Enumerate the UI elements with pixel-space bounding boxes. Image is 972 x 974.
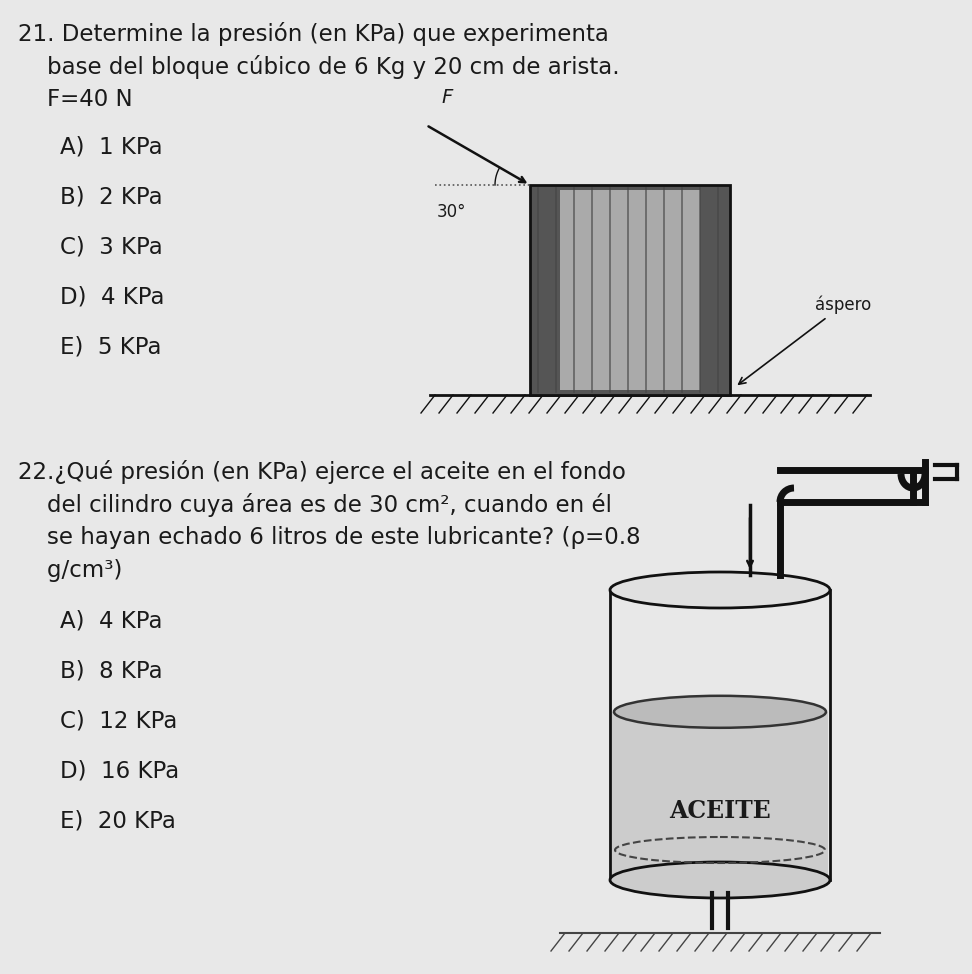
- Text: C)  3 KPa: C) 3 KPa: [60, 235, 162, 258]
- Text: A)  4 KPa: A) 4 KPa: [60, 610, 162, 633]
- Text: 21. Determine la presión (en KPa) que experimenta: 21. Determine la presión (en KPa) que ex…: [18, 22, 608, 46]
- Text: A)  1 KPa: A) 1 KPa: [60, 135, 162, 158]
- Text: g/cm³): g/cm³): [18, 559, 122, 582]
- Text: áspero: áspero: [739, 296, 871, 384]
- Text: se hayan echado 6 litros de este lubricante? (ρ=0.8: se hayan echado 6 litros de este lubrica…: [18, 526, 641, 549]
- Ellipse shape: [610, 862, 830, 898]
- Text: E)  20 KPa: E) 20 KPa: [60, 810, 176, 833]
- Text: ACEITE: ACEITE: [669, 799, 771, 823]
- Bar: [560, 190, 700, 390]
- Text: B)  8 KPa: B) 8 KPa: [60, 660, 162, 683]
- Text: base del bloque cúbico de 6 Kg y 20 cm de arista.: base del bloque cúbico de 6 Kg y 20 cm d…: [18, 55, 619, 79]
- Text: B)  2 KPa: B) 2 KPa: [60, 185, 162, 208]
- Text: E)  5 KPa: E) 5 KPa: [60, 335, 161, 358]
- Ellipse shape: [614, 695, 826, 728]
- Ellipse shape: [610, 572, 830, 608]
- Text: F: F: [441, 88, 452, 107]
- Text: D)  16 KPa: D) 16 KPa: [60, 760, 179, 783]
- Text: D)  4 KPa: D) 4 KPa: [60, 285, 164, 308]
- Text: F=40 N: F=40 N: [18, 88, 132, 111]
- Bar: [530, 185, 730, 395]
- Text: del cilindro cuya área es de 30 cm², cuando en él: del cilindro cuya área es de 30 cm², cua…: [18, 493, 612, 517]
- Text: C)  12 KPa: C) 12 KPa: [60, 710, 177, 733]
- Bar: [612, 712, 828, 880]
- Text: 30°: 30°: [437, 203, 467, 221]
- Text: 22.¿Qué presión (en KPa) ejerce el aceite en el fondo: 22.¿Qué presión (en KPa) ejerce el aceit…: [18, 460, 626, 484]
